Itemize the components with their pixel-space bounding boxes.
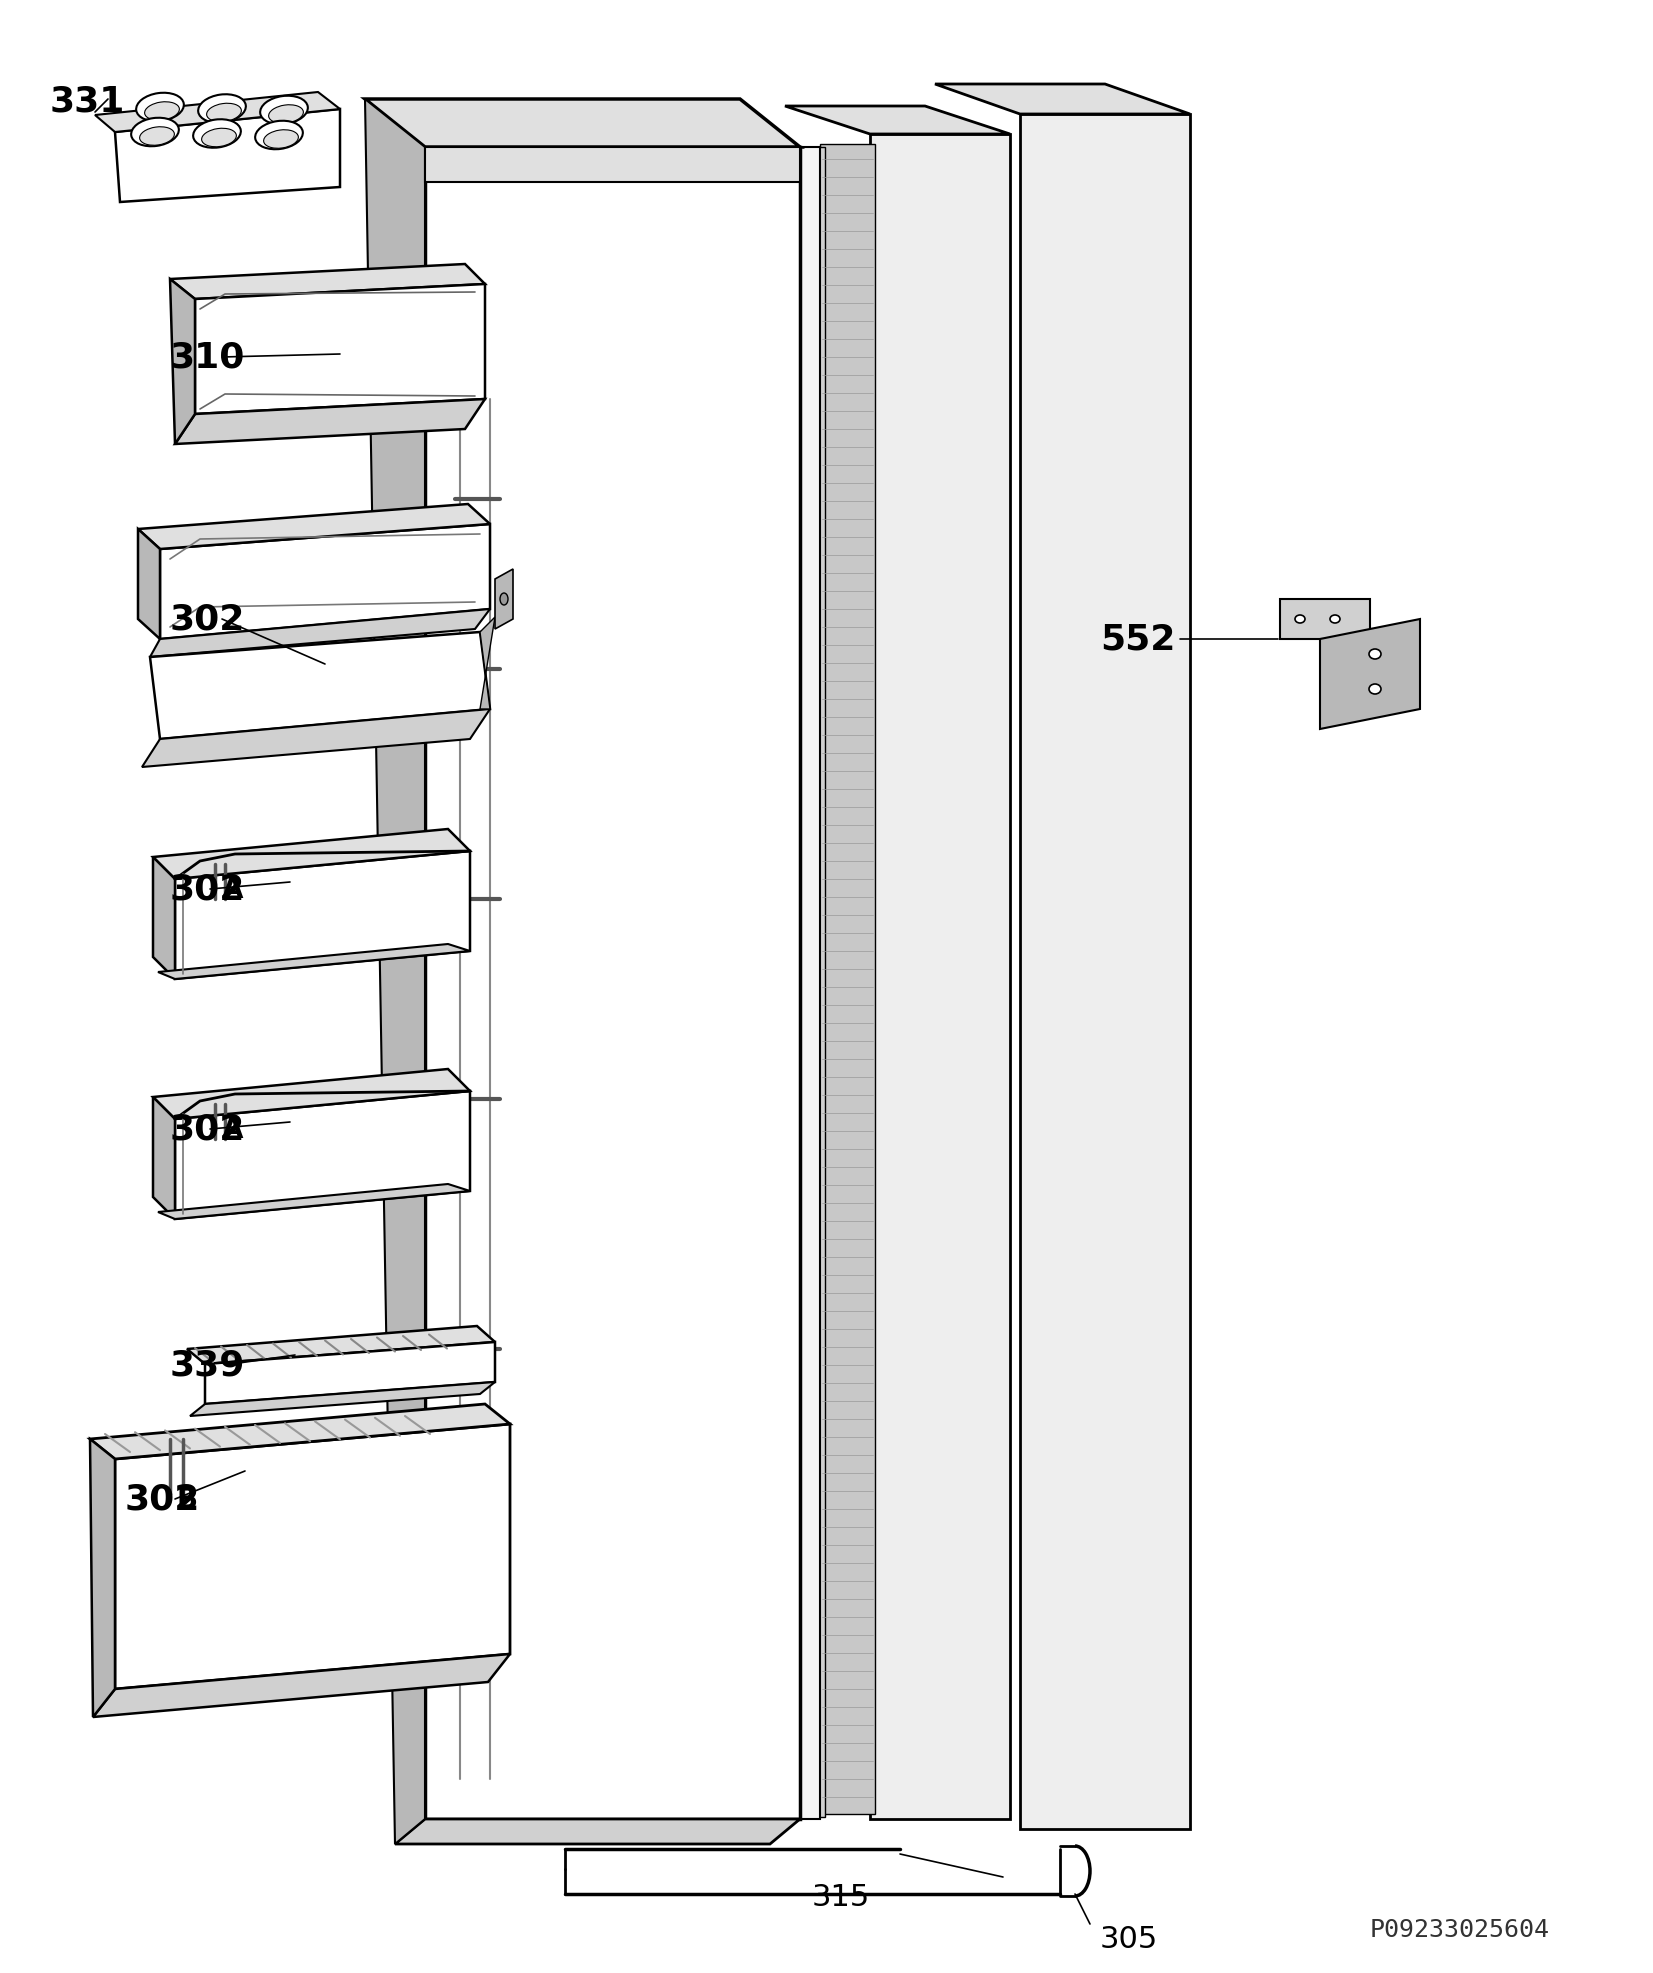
Polygon shape	[205, 1342, 494, 1405]
Polygon shape	[1020, 114, 1190, 1829]
Polygon shape	[395, 1819, 800, 1845]
Text: A: A	[222, 1115, 243, 1144]
Polygon shape	[365, 101, 425, 1845]
Ellipse shape	[139, 128, 174, 146]
Text: P09233025604: P09233025604	[1370, 1918, 1551, 1941]
Polygon shape	[116, 1425, 511, 1689]
Ellipse shape	[260, 97, 307, 124]
Text: 302: 302	[170, 1113, 245, 1146]
Polygon shape	[159, 945, 469, 979]
Text: 339: 339	[170, 1348, 246, 1381]
Polygon shape	[190, 1383, 494, 1417]
Polygon shape	[154, 1097, 175, 1219]
Ellipse shape	[207, 105, 241, 122]
Polygon shape	[175, 1091, 469, 1219]
Polygon shape	[425, 148, 800, 1819]
Polygon shape	[154, 858, 175, 979]
Polygon shape	[150, 633, 489, 740]
Ellipse shape	[499, 594, 507, 606]
Ellipse shape	[1369, 685, 1380, 694]
Polygon shape	[1279, 600, 1370, 639]
Text: 310: 310	[170, 341, 245, 375]
Text: 552: 552	[1099, 623, 1175, 657]
Polygon shape	[800, 148, 825, 1817]
Text: 331: 331	[50, 85, 126, 118]
Polygon shape	[175, 852, 469, 979]
Polygon shape	[785, 107, 1010, 134]
Ellipse shape	[202, 128, 236, 148]
Polygon shape	[175, 401, 484, 444]
Ellipse shape	[269, 107, 304, 124]
Polygon shape	[170, 264, 484, 300]
Polygon shape	[159, 1184, 469, 1219]
Text: 302: 302	[126, 1482, 200, 1515]
Polygon shape	[869, 134, 1010, 1819]
Ellipse shape	[255, 122, 302, 150]
Text: A: A	[222, 876, 243, 904]
Polygon shape	[820, 144, 874, 1813]
Ellipse shape	[1294, 616, 1304, 623]
Polygon shape	[116, 110, 341, 203]
Text: 315: 315	[812, 1882, 869, 1912]
Polygon shape	[936, 85, 1190, 114]
Text: 305: 305	[1099, 1924, 1159, 1953]
Polygon shape	[1321, 620, 1420, 730]
Ellipse shape	[1369, 649, 1380, 659]
Polygon shape	[425, 148, 800, 183]
Polygon shape	[89, 1405, 511, 1460]
Polygon shape	[89, 1438, 116, 1717]
Polygon shape	[150, 610, 489, 657]
Ellipse shape	[136, 93, 183, 122]
Text: 302: 302	[170, 602, 245, 637]
Polygon shape	[365, 101, 800, 148]
Ellipse shape	[193, 120, 241, 148]
Polygon shape	[137, 529, 160, 639]
Polygon shape	[479, 618, 494, 710]
Ellipse shape	[131, 118, 179, 148]
Ellipse shape	[198, 95, 246, 124]
Polygon shape	[93, 1653, 511, 1717]
Polygon shape	[187, 1326, 494, 1363]
Ellipse shape	[144, 103, 180, 120]
Polygon shape	[195, 284, 484, 414]
Polygon shape	[494, 570, 512, 629]
Text: B: B	[177, 1486, 198, 1513]
Polygon shape	[154, 829, 469, 880]
Polygon shape	[160, 525, 489, 639]
Text: 302: 302	[170, 872, 245, 906]
Ellipse shape	[263, 130, 299, 150]
Polygon shape	[170, 280, 195, 444]
Polygon shape	[94, 93, 341, 132]
Polygon shape	[142, 710, 489, 767]
Polygon shape	[154, 1069, 469, 1119]
Polygon shape	[800, 148, 820, 1819]
Polygon shape	[137, 505, 489, 550]
Ellipse shape	[1331, 616, 1341, 623]
